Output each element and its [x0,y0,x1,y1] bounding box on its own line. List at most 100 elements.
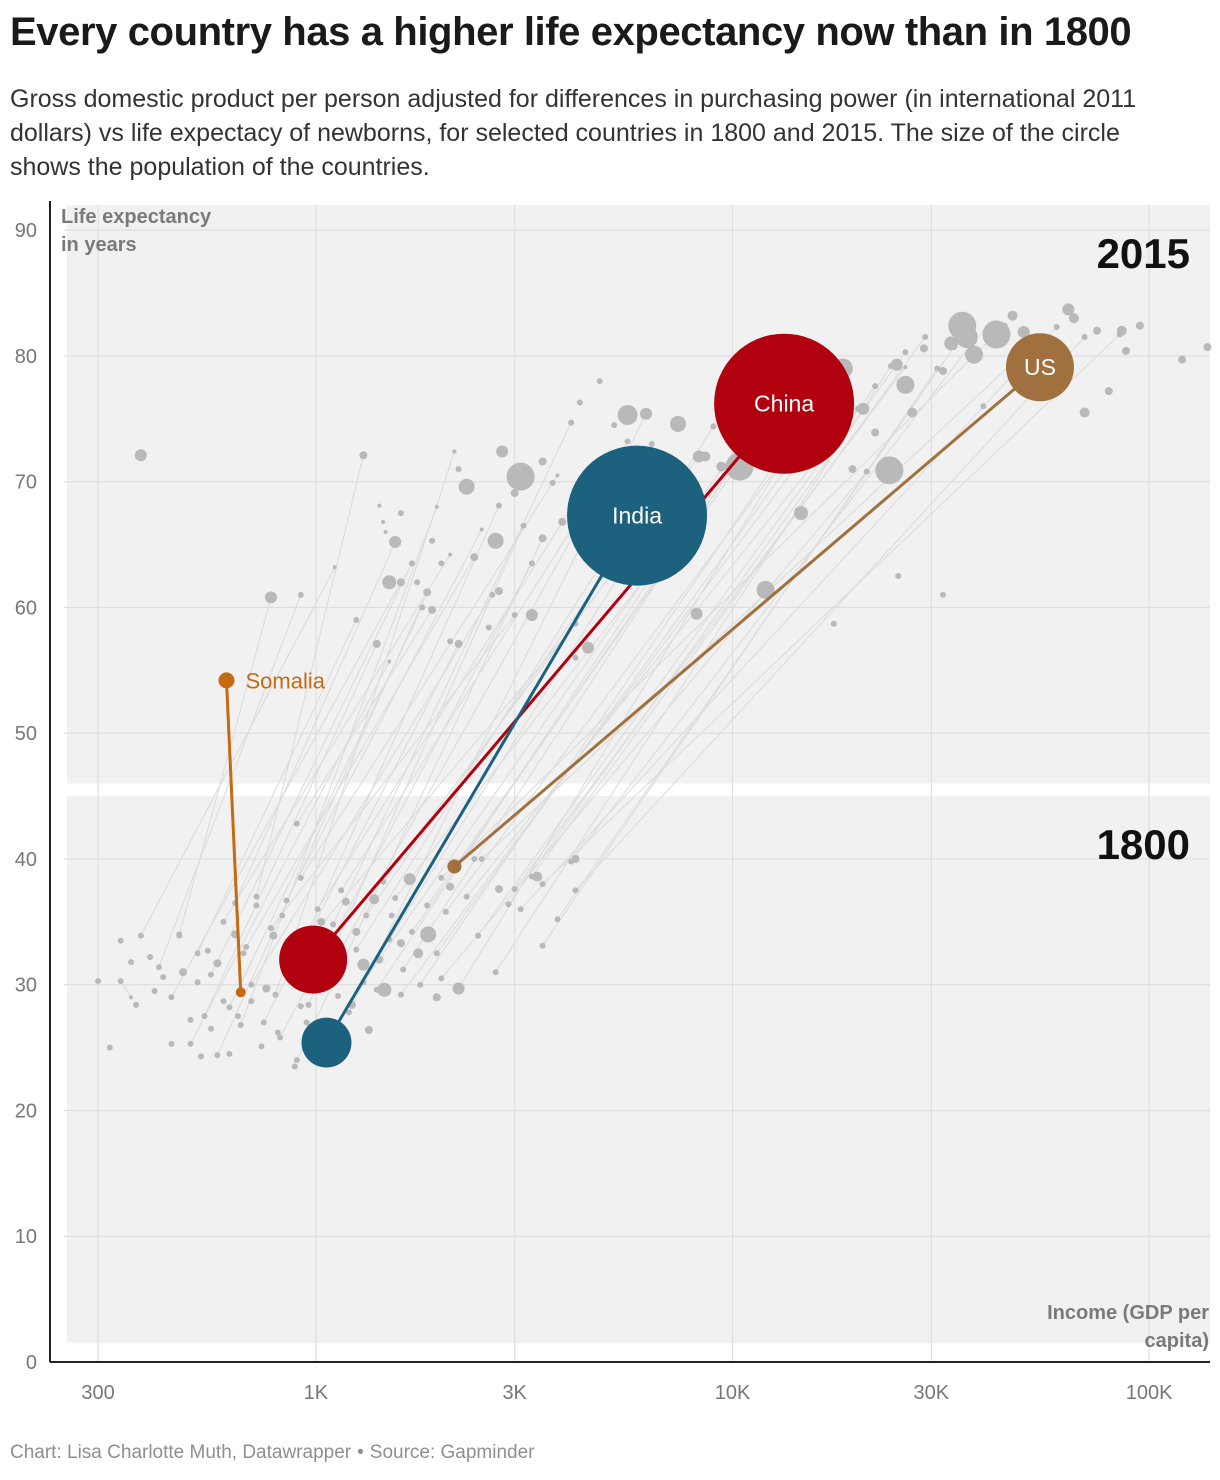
connector-line [223,554,451,923]
country-dot-2015 [438,560,445,567]
country-dot-2015 [555,473,560,478]
connector-line [120,980,132,998]
country-dot-2015 [955,326,978,349]
country-dot-2015 [710,423,717,430]
country-dot-1800 [330,921,337,928]
country-dot-2015 [692,450,705,463]
country-dot-2015 [670,415,687,432]
country-dot-2015 [1017,326,1030,339]
country-dot-2015 [934,365,941,372]
country-dot-2015 [372,639,381,648]
country-dot-1800 [160,974,167,981]
country-dot-2015 [896,375,915,394]
country-dot-2015 [830,620,837,627]
country-dot-2015 [568,419,575,426]
connector-line [400,423,829,996]
country-dot-2015 [617,405,638,426]
country-dot-2015 [414,579,421,586]
country-dot-2015 [611,422,618,429]
country-dot-1800 [494,885,503,894]
connector-line [542,334,1121,885]
country-dot-1800 [272,991,279,998]
country-dot-2015 [1079,407,1090,418]
connector-line [436,441,807,954]
country-dot-2015 [382,575,397,590]
connector-line [445,405,824,913]
india-label: India [612,503,662,529]
country-dot-1800 [213,959,222,968]
country-dot-2015 [520,522,527,529]
country-dot-2015 [396,578,405,587]
source-text: Source: Gapminder [369,1442,535,1463]
country-dot-1800 [95,977,102,984]
country-dot-2015 [470,553,479,562]
y-tick-label: 50 [15,723,37,745]
country-dot-1800 [248,998,255,1005]
y-axis-title: Life expectancy in years [61,206,212,256]
country-dot-1800 [475,932,482,939]
country-dot-1800 [433,950,440,957]
country-dot-2015 [454,639,463,648]
connector-line [270,614,516,929]
country-dot-1800 [353,946,360,953]
country-dot-1800 [137,932,144,939]
country-dot-2015 [1178,355,1187,364]
country-dot-2015 [1135,321,1144,330]
country-dot-1800 [400,966,407,973]
x-axis-title: Income (GDP per capita) [1047,1302,1209,1352]
country-dot-2015 [447,638,454,645]
highlighted-countries-group: China India US Somalia [218,333,1074,1068]
country-dot-2015 [980,403,987,410]
country-dot-2015 [1007,310,1018,321]
country-dot-1800 [432,993,441,1002]
india-trajectory-line [325,514,639,1044]
x-tick-label: 100K [1126,1382,1173,1404]
country-dot-1800 [293,820,300,827]
connector-line [203,643,378,1017]
country-dot-1800 [392,894,399,901]
country-dot-2015 [485,624,492,631]
country-dot-2015 [902,349,909,356]
country-dot-1800 [446,882,455,891]
country-dot-2015 [582,641,595,654]
x-tick-label: 10K [715,1382,751,1404]
us-label: US [1024,354,1056,380]
country-dot-2015 [1116,331,1123,338]
country-dot-2015 [525,608,538,621]
country-dot-2015 [408,560,415,567]
india-2015-circle [567,445,708,586]
chart-subtitle: Gross domestic product per person adjust… [10,85,1137,181]
country-dot-2015 [887,362,894,369]
china-trajectory-line [312,402,786,961]
somalia-label: Somalia [245,668,325,693]
connector-line [531,336,926,877]
country-dot-1800 [442,908,449,915]
y-tick-label: 70 [15,472,37,494]
connector-line [255,455,364,897]
country-dot-2015 [848,465,857,474]
country-dot-2015 [511,611,518,618]
country-dot-2015 [1121,346,1130,355]
panels-group [67,205,1210,1344]
country-dot-1800 [417,981,424,988]
connector-line [440,325,1006,879]
country-dot-1800 [187,1016,194,1023]
country-dot-1800 [317,917,326,926]
china-2015-circle [714,333,855,474]
country-dot-2015 [429,537,436,544]
y-tick-label: 30 [15,975,37,997]
connector-line [234,541,396,904]
country-dot-1800 [341,897,350,906]
country-dot-1800 [248,981,255,988]
footer-separator: • [357,1442,364,1463]
country-dot-1800 [471,855,478,862]
country-dot-2015 [506,462,535,491]
x-tick-label: 300 [81,1382,114,1404]
country-dot-1800 [335,993,342,1000]
country-dot-1800 [539,942,546,949]
country-dot-1800 [147,954,154,961]
country-dot-1800 [424,902,431,909]
country-dot-1800 [220,998,227,1005]
china-1800-circle [279,925,348,994]
country-dot-1800 [253,902,260,909]
